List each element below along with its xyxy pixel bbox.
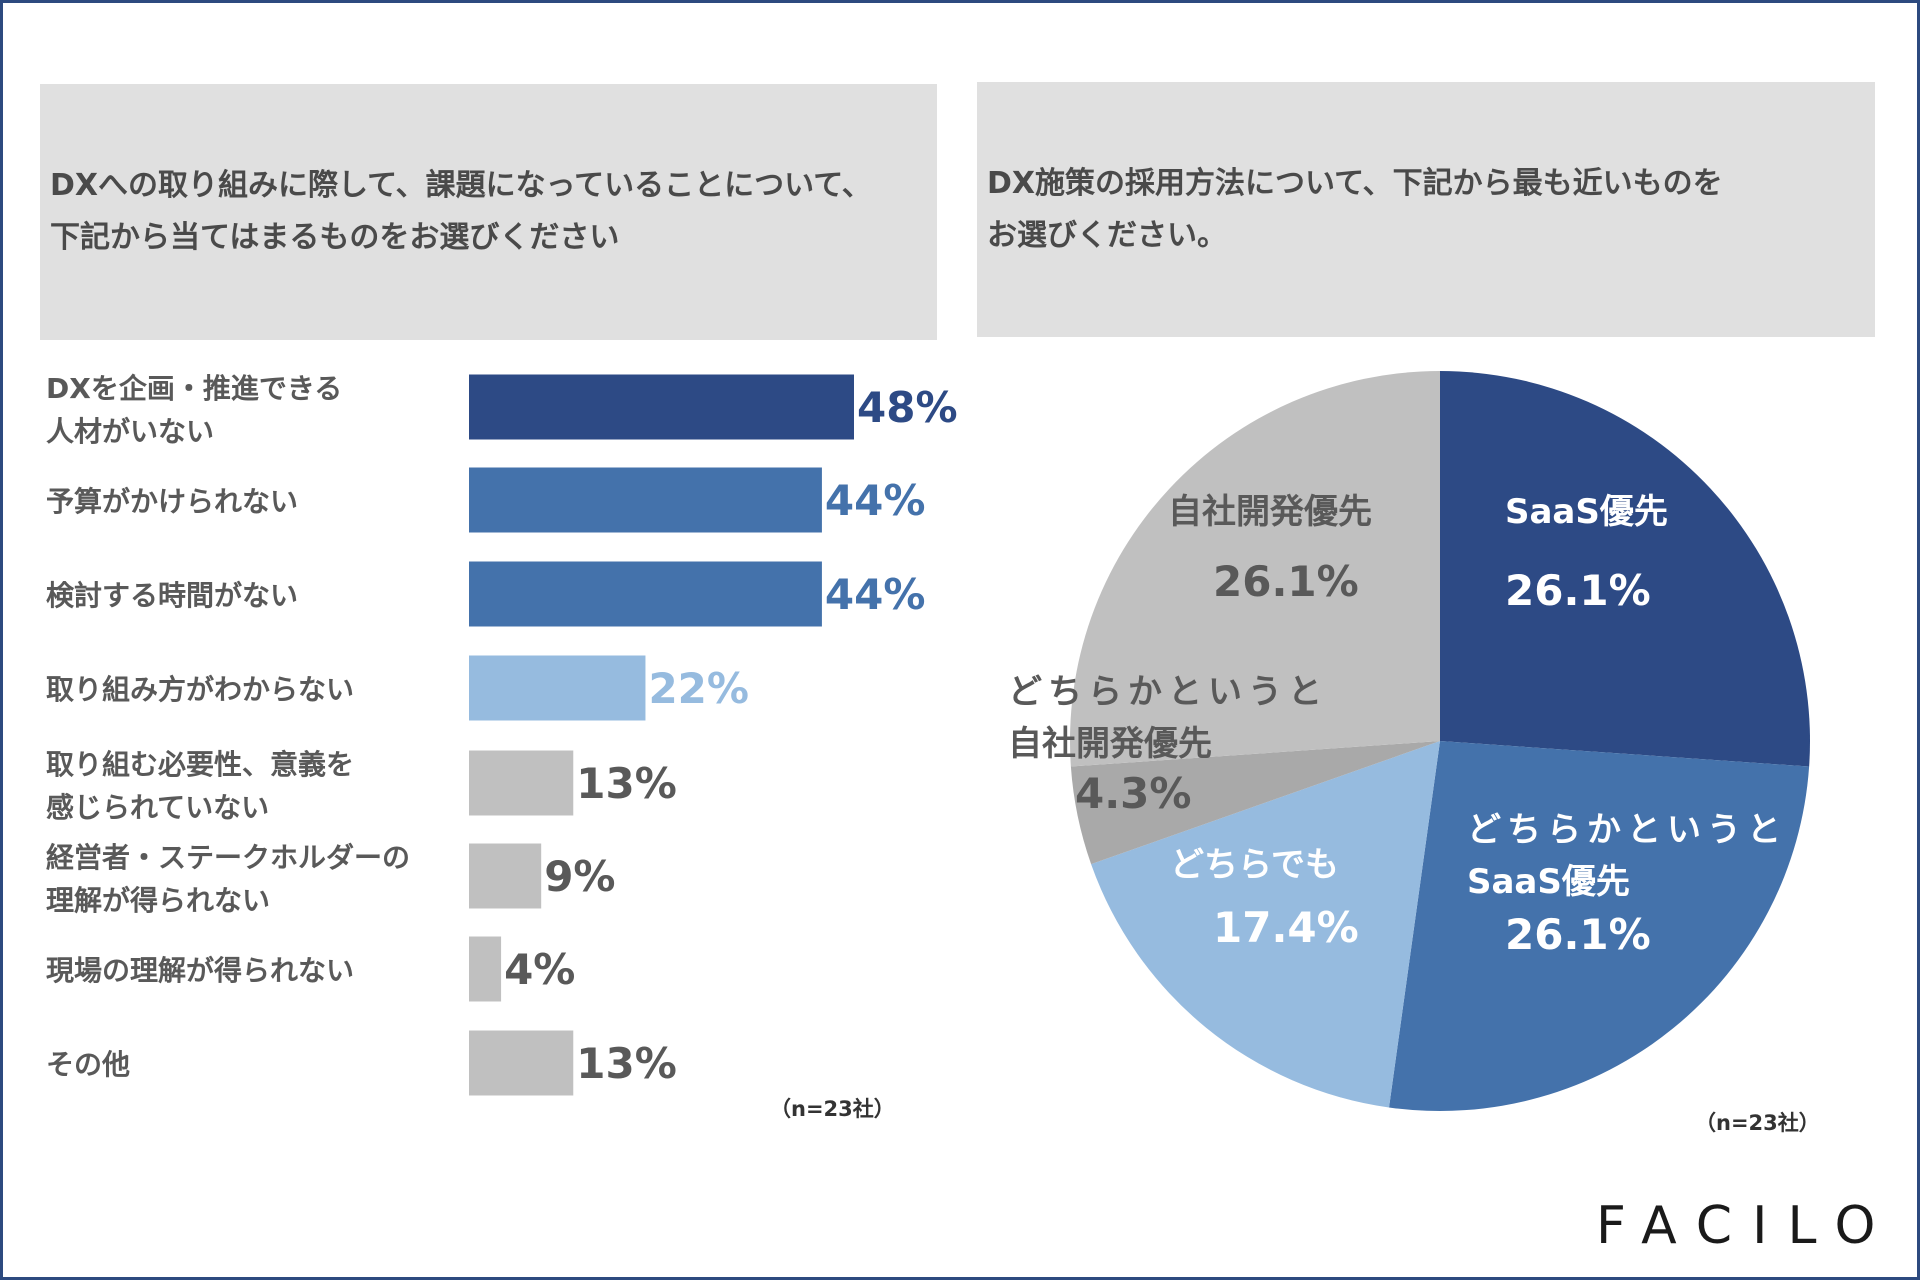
pie-slice-1 [1389, 741, 1810, 1111]
pie-slice-label-3-1: 自社開発優先 [1008, 724, 1212, 764]
bar-category-label-1-0: 予算がかけられない [46, 485, 298, 518]
left-question-box: DXへの取り組みに際して、課題になっていることについて、 下記から当てはまるもの… [40, 84, 937, 340]
bar-category-label-0-0: DXを企画・推進できる [46, 372, 342, 405]
right-question-box: DX施策の採用方法について、下記から最も近いものを お選びください。 [977, 82, 1875, 337]
bar-3 [469, 655, 646, 721]
pie-slice-value-4: 26.1% [1213, 557, 1359, 606]
pie-slice-label-1-0: どちらかというと [1467, 810, 1787, 850]
bar-value-label-7: 13% [576, 1039, 677, 1088]
bar-chart-sample-note: （n=23社） [770, 1097, 895, 1121]
bar-category-label-7-0: その他 [46, 1048, 130, 1081]
right-question-line-1: DX施策の採用方法について、下記から最も近いものを [987, 165, 1723, 201]
bar-2 [469, 561, 822, 627]
bar-value-label-3: 22% [648, 664, 749, 713]
bar-value-label-2: 44% [825, 570, 926, 619]
pie-slice-3 [1070, 741, 1440, 865]
pie-slice-value-0: 26.1% [1505, 566, 1651, 615]
bar-value-label-6: 4% [504, 945, 575, 994]
bar-7 [469, 1030, 574, 1096]
bar-category-label-6-0: 現場の理解が得られない [46, 954, 354, 987]
pie-slice-label-0-0: SaaS優先 [1505, 492, 1668, 532]
pie-slice-0 [1440, 371, 1811, 767]
left-question-line-1: DXへの取り組みに際して、課題になっていることについて、 [50, 168, 872, 203]
pie-chart-sample-note: （n=23社） [1695, 1111, 1820, 1135]
bar-5 [469, 843, 542, 909]
bar-value-label-0: 48% [857, 383, 958, 432]
bar-category-label-5-1: 理解が得られない [46, 884, 270, 917]
pie-slice-label-3-0: どちらかというと [1008, 672, 1328, 712]
bar-category-label-0-1: 人材がいない [46, 415, 214, 448]
left-question-text: DXへの取り組みに際して、課題になっていることについて、 下記から当てはまるもの… [50, 160, 872, 264]
bar-category-label-5-0: 経営者・ステークホルダーの [46, 841, 410, 874]
bar-category-label-4-1: 感じられていない [46, 791, 269, 824]
bar-value-label-1: 44% [825, 476, 926, 525]
bar-4 [469, 750, 574, 816]
pie-slice-value-1: 26.1% [1505, 910, 1651, 959]
bar-category-label-3-0: 取り組み方がわからない [46, 673, 354, 706]
pie-slice-value-2: 17.4% [1213, 903, 1359, 952]
pie-slice-4 [1069, 371, 1440, 767]
bar-value-label-4: 13% [576, 759, 677, 808]
bar-value-label-5: 9% [544, 852, 615, 901]
bar-6 [469, 936, 502, 1002]
pie-slice-label-1-1: SaaS優先 [1467, 862, 1630, 902]
pie-slice-2 [1091, 741, 1440, 1108]
pie-slice-value-3: 4.3% [1075, 769, 1191, 818]
bar-1 [469, 467, 822, 533]
right-question-text: DX施策の採用方法について、下記から最も近いものを お選びください。 [987, 158, 1723, 262]
facilo-logo: FACILO [1596, 1196, 1896, 1256]
left-question-line-2: 下記から当てはまるものをお選びください [50, 220, 620, 255]
right-question-line-2: お選びください。 [987, 217, 1227, 253]
pie-slice-label-4-0: 自社開発優先 [1168, 492, 1372, 532]
bar-category-label-4-0: 取り組む必要性、意義を [46, 748, 354, 781]
bar-0 [469, 374, 854, 440]
bar-category-label-2-0: 検討する時間がない [46, 579, 298, 612]
pie-slice-label-2-0: どちらでも [1170, 845, 1339, 885]
